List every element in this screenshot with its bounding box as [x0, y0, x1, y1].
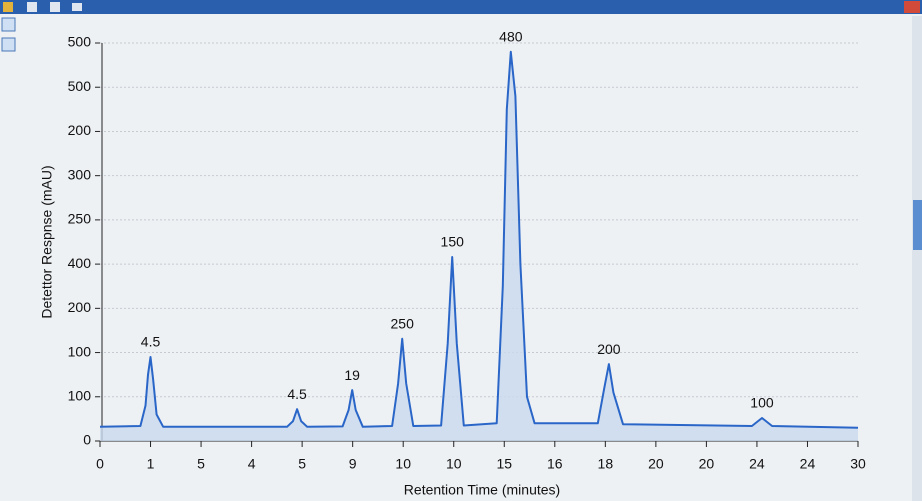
x-tick-label: 4 [248, 456, 256, 472]
x-tick-label: 1 [147, 456, 155, 472]
x-tick-label: 5 [298, 456, 306, 472]
peak-label: 4.5 [141, 334, 161, 350]
toolbar-icon[interactable] [72, 3, 82, 11]
peak-label: 4.5 [287, 386, 307, 402]
peak-label: 100 [750, 395, 774, 411]
x-tick-label: 30 [850, 456, 866, 472]
peak-label: 480 [499, 29, 523, 45]
side-button[interactable] [1, 37, 16, 52]
x-tick-label: 10 [446, 456, 462, 472]
y-tick-label: 200 [68, 122, 92, 138]
side-panel [912, 16, 922, 501]
x-axis-label: Retention Time (minutes) [404, 482, 560, 498]
y-tick-label: 400 [68, 255, 92, 271]
y-axis-label: Detettor Respnse (mAU) [39, 165, 55, 318]
side-button[interactable] [1, 17, 16, 32]
peak-area [100, 51, 858, 442]
toolbar-icon[interactable] [3, 2, 13, 12]
x-tick-label: 15 [496, 456, 512, 472]
y-tick-label: 100 [68, 387, 92, 403]
peak-label: 200 [597, 341, 621, 357]
toolbar-icon[interactable] [50, 2, 60, 12]
y-tick-label: 100 [68, 343, 92, 359]
peak-label: 250 [391, 316, 415, 332]
y-tick-label: 0 [83, 432, 91, 448]
x-tick-label: 20 [699, 456, 715, 472]
y-tick-label: 500 [68, 78, 92, 94]
peak-label: 19 [344, 367, 360, 383]
trace-line [99, 50, 859, 429]
x-tick-label: 16 [547, 456, 563, 472]
y-tick-label: 250 [68, 211, 92, 227]
x-tick-label: 5 [197, 456, 205, 472]
side-tab[interactable] [913, 200, 922, 250]
y-tick-label: 200 [68, 299, 92, 315]
y-tick-label: 300 [68, 166, 92, 182]
x-tick-label: 24 [749, 456, 765, 472]
x-tick-label: 18 [598, 456, 614, 472]
x-tick-label: 0 [96, 456, 104, 472]
x-tick-label: 24 [800, 456, 816, 472]
close-button[interactable] [904, 1, 920, 13]
x-tick-label: 20 [648, 456, 664, 472]
peak-label: 150 [441, 234, 465, 250]
toolbar-icon[interactable] [27, 2, 37, 12]
x-tick-label: 9 [349, 456, 357, 472]
y-tick-label: 500 [68, 34, 92, 50]
title-bar [0, 0, 922, 14]
x-tick-label: 10 [395, 456, 411, 472]
